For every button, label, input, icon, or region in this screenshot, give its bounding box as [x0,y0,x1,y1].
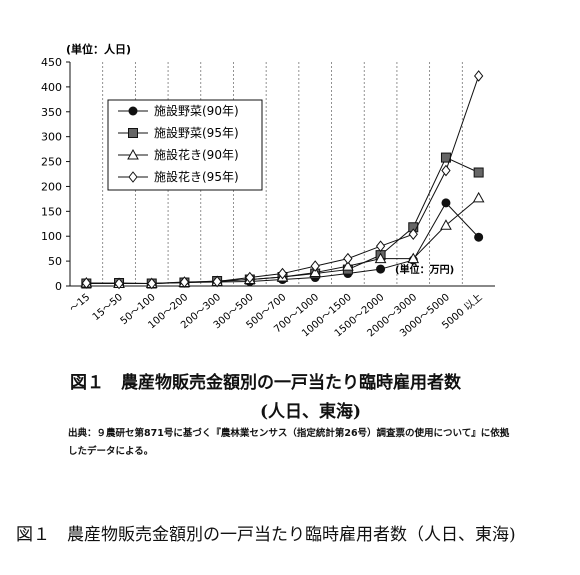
figure-caption: 図１ 農産物販売金額別の一戸当たり臨時雇用者数 [70,373,461,393]
data-point [441,164,451,177]
legend-label: 施設野菜(95年) [154,125,239,140]
data-point [343,252,353,265]
data-point [474,232,484,242]
x-tick-labels: ～1515～5050～100100～200200～300300～500500～7… [68,291,485,339]
y-tick-labels: 0 50 100 150 200 250 300 350 400 450 [41,56,70,293]
y-tick-label: 150 [41,205,62,218]
data-point [374,252,387,264]
data-point [179,276,190,288]
series-lines [80,70,485,290]
legend-label: 施設野菜(90年) [154,103,239,118]
data-point [277,267,288,280]
y-unit-label: (単位：人日) [66,42,131,56]
data-point [342,260,354,271]
data-point [114,277,124,290]
data-point [408,228,418,241]
data-point [441,198,451,208]
data-point [473,167,484,178]
y-tick-label: 400 [41,81,62,94]
data-point [474,70,484,82]
source-note: 出典：９農研セ第871号に基づく『農林業センサス（指定統計第26号）調査票の使用… [68,428,510,457]
y-tick-label: 100 [41,230,62,243]
data-point [147,277,157,290]
data-point [128,171,138,183]
data-point [376,264,386,274]
data-point [245,271,255,284]
y-tick-label: 200 [41,180,62,193]
y-tick-label: 350 [41,106,62,119]
figure-caption-sub: (人日、東海) [260,402,362,422]
data-point [472,191,485,203]
legend: 施設野菜(90年) 施設野菜(95年) 施設花き(90年) 施設花き(95年) [107,99,263,191]
legend-label: 施設花き(90年) [154,147,239,162]
data-point [81,277,91,289]
data-point [309,266,322,278]
data-point [128,106,138,116]
x-unit-label: (単位：万円) [395,263,454,276]
data-point [212,275,222,288]
data-point [375,240,386,252]
y-tick-label: 250 [41,156,62,169]
axes [69,62,495,287]
y-tick-label: 450 [41,56,62,69]
legend-label: 施設花き(95年) [154,169,239,184]
y-tick-label: 0 [55,280,62,293]
data-point [128,128,138,138]
data-point [310,260,320,272]
x-tick-label: ～15 [68,292,92,315]
bottom-caption: 図１ 農産物販売金額別の一戸当たり臨時雇用者数（人日、東海) [16,525,516,545]
line-chart: (単位：人日) 0 50 100 150 200 250 300 350 400 450 ～151… [41,42,495,339]
y-tick-label: 300 [41,131,62,144]
data-point [440,219,452,230]
y-tick-label: 50 [48,255,62,268]
data-point [407,252,420,264]
data-point [127,148,139,160]
